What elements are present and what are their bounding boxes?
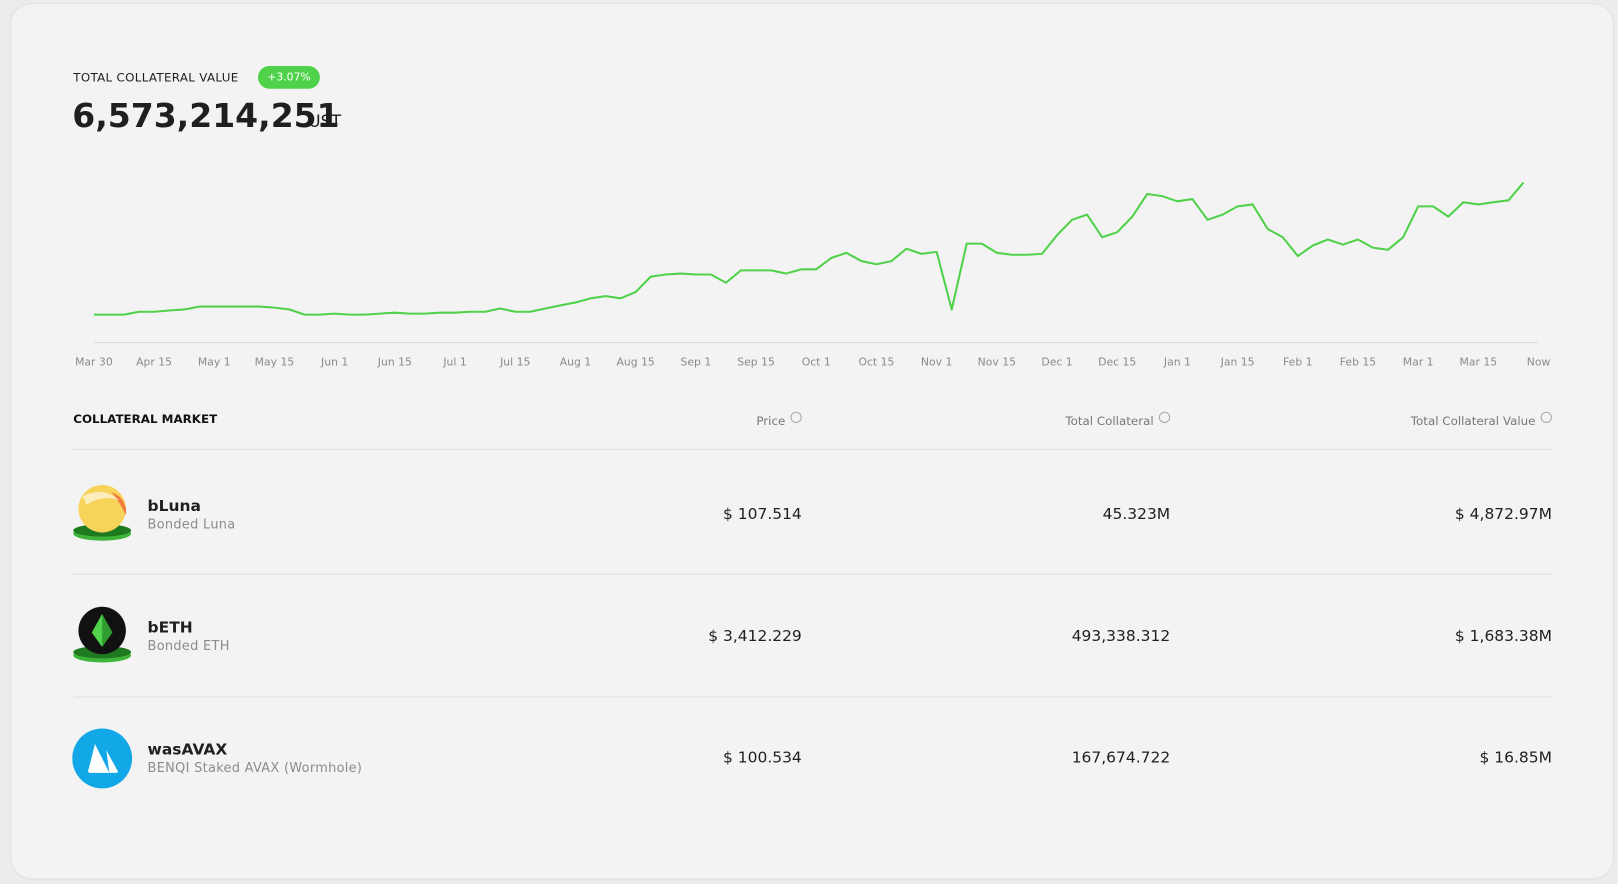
line-series (93, 181, 1525, 316)
price: $ 100.534 (723, 748, 802, 767)
chart: Mar 30 Apr 15 May 1 May 15 Jun 1 Jun 15 Jul 1 J… (75, 181, 1551, 368)
asset-name: Bonded Luna (147, 515, 236, 532)
column-header: Total Collateral (1065, 411, 1171, 429)
divider (73, 573, 1552, 575)
asset-symbol: wasAVAX (147, 739, 228, 759)
header-title: TOTAL COLLATERAL VALUE (73, 70, 239, 85)
unit: UST (308, 111, 342, 132)
x-tick-label: Sep 15 (737, 355, 775, 368)
x-tick-label: Apr 15 (136, 355, 172, 368)
asset-symbol: bLuna (147, 496, 201, 515)
beth-icon (73, 606, 132, 663)
column-header: Total Collateral Value (1410, 411, 1552, 429)
x-tick-label: Aug 15 (616, 355, 654, 368)
x-tick-label: Jul 1 (442, 355, 466, 368)
total-collateral: 45.323M (1102, 504, 1171, 524)
card (11, 4, 1613, 879)
x-tick-label: Jun 15 (377, 355, 412, 368)
price: $ 3,412.229 (708, 626, 802, 645)
total-collateral: 493,338.312 (1071, 626, 1171, 645)
column-label: Total Collateral (1065, 413, 1154, 429)
collateral-value: $ 16.85M (1479, 748, 1552, 767)
collateral-value: $ 1,683.38M (1454, 626, 1552, 645)
x-tick-label: Dec 1 (1041, 355, 1072, 368)
x-tick-label: Feb 1 (1283, 355, 1313, 368)
total-value: 6,573,214,251 (72, 95, 340, 136)
info-icon[interactable] (1540, 411, 1552, 424)
asset-name: BENQI Staked AVAX (Wormhole) (147, 759, 363, 775)
x-tick-label: Mar 15 (1460, 355, 1498, 368)
x-tick-label: Oct 15 (858, 355, 894, 368)
total-collateral: 167,674.722 (1071, 748, 1171, 767)
x-tick-label: Aug 1 (560, 355, 591, 368)
asset-symbol: bETH (147, 618, 193, 637)
x-tick-label: Nov 1 (921, 355, 952, 368)
x-tick-label: Dec 15 (1098, 355, 1136, 368)
asset-name: Bonded ETH (147, 637, 230, 654)
column-header: COLLATERAL MARKET (73, 411, 218, 427)
column-header: Price (756, 411, 802, 429)
wasavax-icon (72, 728, 133, 789)
x-tick-label: Sep 1 (680, 355, 711, 368)
info-icon[interactable] (1158, 411, 1171, 424)
x-tick-label: Jan 15 (1220, 355, 1255, 368)
x-tick-label: Jun 1 (320, 355, 348, 368)
info-icon[interactable] (790, 411, 802, 424)
bluna-icon (73, 484, 132, 541)
x-tick-label: Feb 15 (1340, 355, 1376, 368)
collateral-value: $ 4,872.97M (1454, 504, 1552, 524)
x-tick-label: Jan 1 (1163, 355, 1191, 368)
divider (73, 696, 1552, 698)
x-tick-label: Oct 1 (802, 355, 831, 368)
x-tick-label: Jul 15 (499, 355, 530, 368)
x-tick-label: Nov 15 (978, 355, 1016, 368)
column-label: Total Collateral Value (1410, 413, 1536, 429)
x-tick-label: May 15 (255, 355, 295, 368)
column-label: Price (756, 413, 786, 429)
x-tick-label: Mar 1 (1403, 355, 1434, 368)
price: $ 107.514 (723, 504, 802, 524)
x-tick-label: May 1 (198, 355, 231, 368)
divider (73, 448, 1552, 450)
x-tick-label: Now (1527, 355, 1551, 368)
change-badge: +3.07% (257, 66, 321, 89)
x-tick-label: Mar 30 (75, 355, 113, 368)
